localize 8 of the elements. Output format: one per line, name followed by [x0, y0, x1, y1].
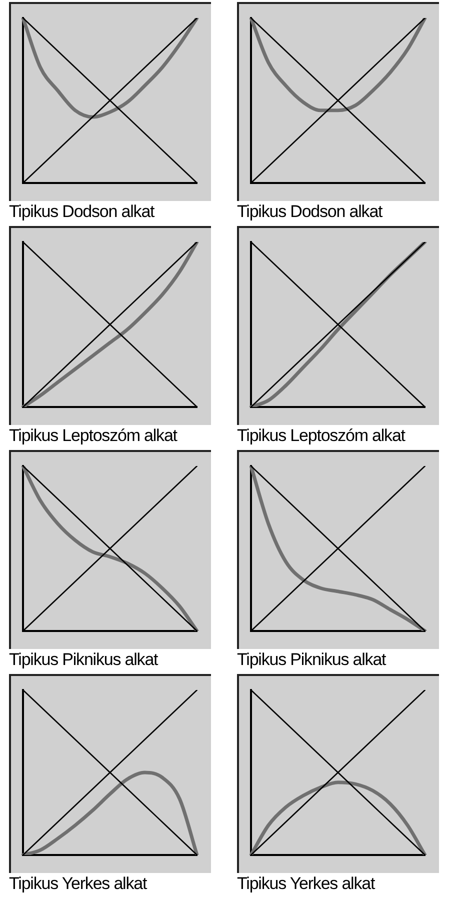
text: Tipikus Dodson alkat	[9, 201, 156, 223]
text: Tipikus Leptoszóm alkat	[9, 425, 178, 447]
text: Tipikus Piknikus alkat	[237, 649, 388, 671]
text: Tipikus Piknikus alkat	[9, 649, 160, 671]
text: Tipikus Yerkes alkat	[9, 873, 148, 895]
text: Tipikus Yerkes alkat	[237, 873, 376, 895]
text: Tipikus Dodson alkat	[237, 201, 384, 223]
text: Tipikus Leptoszóm alkat	[237, 425, 406, 447]
